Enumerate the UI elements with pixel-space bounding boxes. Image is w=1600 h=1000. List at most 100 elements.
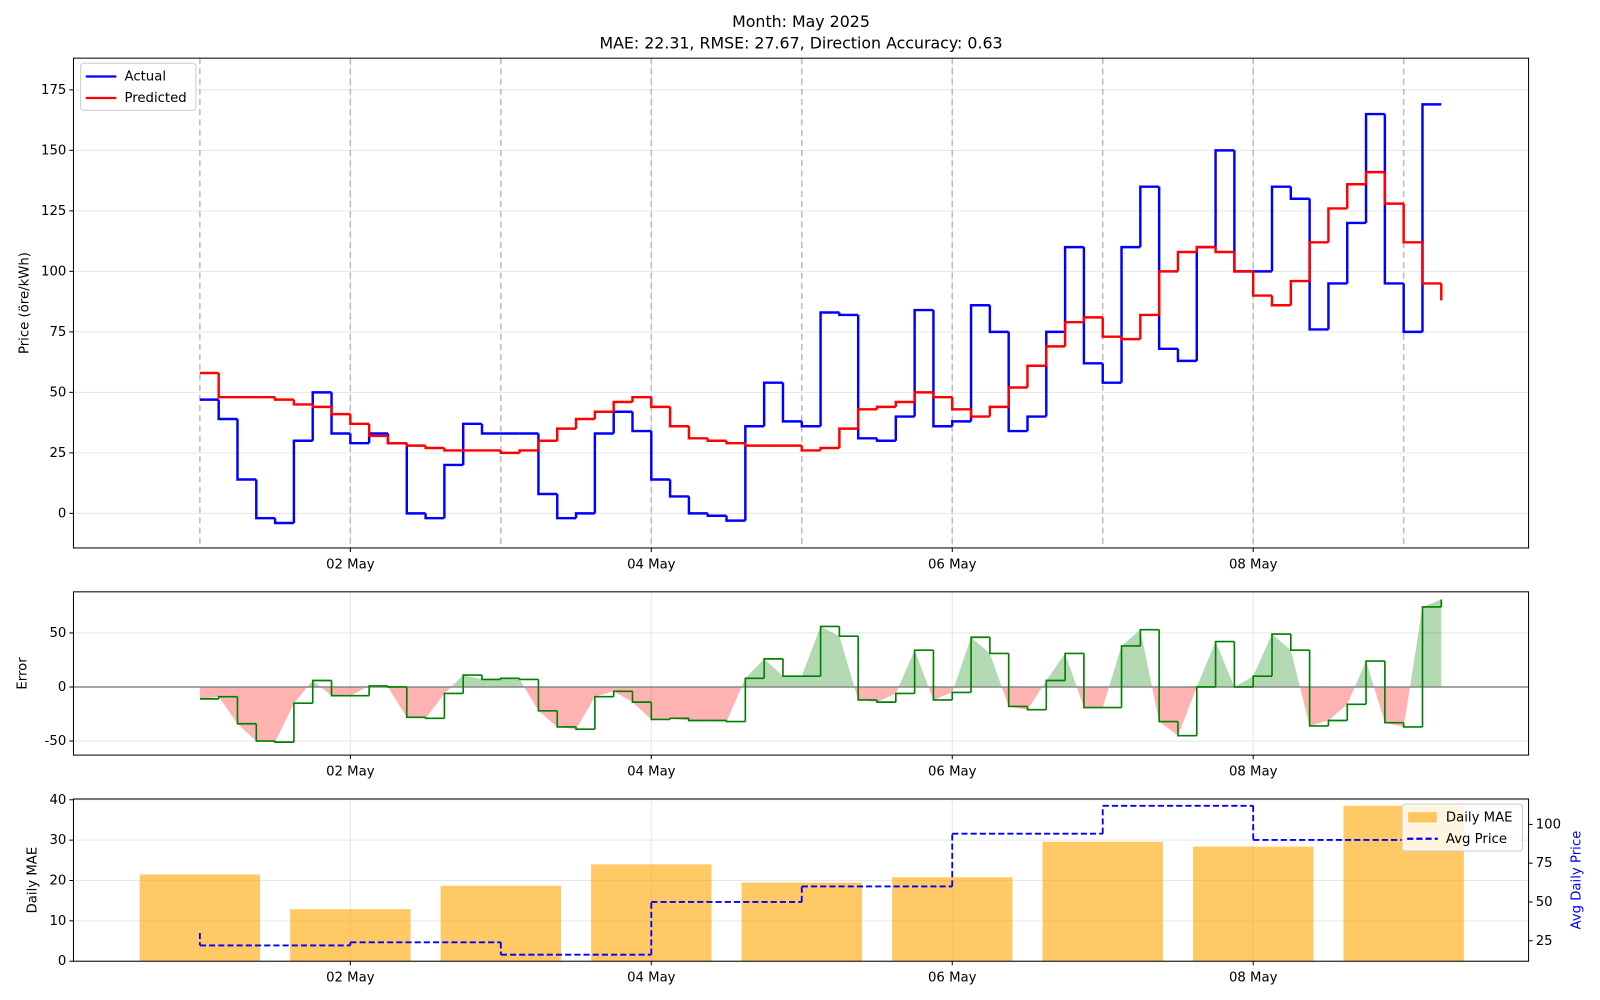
axes-frame (72, 57, 1530, 549)
series-step (311, 404, 332, 409)
series-step (273, 397, 294, 401)
series-step (1383, 114, 1404, 285)
panel: 0 10 20 30 40 02 May 04 May 06 May 08 May Daily M… (26, 793, 1585, 986)
series-step (556, 427, 577, 441)
series-step (574, 417, 595, 429)
series-step (988, 305, 1009, 334)
error-step (688, 718, 708, 722)
series-step (894, 415, 915, 441)
y2-tick-label: 75 (1536, 856, 1553, 871)
error-fill (425, 686, 445, 719)
series-step (1082, 316, 1103, 323)
series-step (556, 493, 577, 520)
series-step (1026, 415, 1047, 432)
series-step (1139, 185, 1160, 248)
y-tick-label: 50 (49, 385, 66, 400)
x-tick-label: 08 May (1229, 764, 1278, 779)
bar (1193, 846, 1314, 962)
y2-axis-label: Avg Daily Price (1570, 831, 1585, 930)
axes-frame (72, 798, 1530, 962)
error-fill (670, 686, 689, 721)
series-step (236, 418, 257, 481)
error-step (989, 637, 1009, 655)
error-fill (256, 686, 276, 743)
error-step (1327, 719, 1348, 726)
y-tick-label: 100 (41, 264, 66, 279)
x-tick-label: 02 May (326, 557, 375, 572)
error-fill (989, 653, 1002, 687)
error-fill (307, 680, 313, 687)
y-tick-label: 10 (49, 914, 66, 929)
series-step (932, 392, 953, 399)
error-fill (331, 686, 351, 696)
series-step (819, 446, 840, 451)
series-step (593, 410, 614, 419)
series-step (1402, 283, 1423, 334)
x-tick-label: 06 May (928, 971, 977, 986)
error-step (255, 723, 276, 742)
error-step (1421, 606, 1442, 727)
error-fill (1076, 686, 1084, 708)
error-fill (1065, 653, 1077, 687)
series-step (405, 443, 426, 515)
error-fill (1083, 686, 1103, 708)
error-step (1195, 686, 1216, 736)
series-step (612, 400, 633, 412)
series-step (1045, 330, 1066, 417)
series-step (1364, 112, 1385, 223)
y-tick-label: 75 (49, 325, 66, 340)
series-step (593, 432, 614, 514)
error-step (1402, 722, 1423, 728)
series-step (856, 314, 878, 440)
error-step (1045, 679, 1066, 710)
series-step (668, 406, 689, 428)
series-step (687, 496, 708, 515)
error-fill (745, 658, 765, 687)
error-step (1252, 675, 1273, 687)
error-step (744, 677, 765, 722)
error-step (650, 702, 671, 721)
error-step (1158, 629, 1178, 723)
y-tick-label: 150 (41, 143, 66, 158)
error-step (518, 678, 539, 681)
error-fill (952, 686, 955, 693)
series-step (1157, 186, 1178, 351)
error-fill (707, 686, 727, 722)
error-step (274, 741, 294, 743)
series-step (969, 409, 990, 418)
bar (892, 877, 1013, 962)
series-step (932, 310, 953, 428)
series-step (1045, 345, 1066, 366)
x-tick-label: 06 May (928, 764, 977, 779)
error-fill (1403, 686, 1410, 727)
x-tick-label: 04 May (627, 764, 676, 779)
error-step (1233, 641, 1254, 688)
error-fill (320, 686, 332, 696)
series-step (1214, 149, 1235, 248)
chart-title: Month: May 2025 (732, 12, 870, 31)
series-step (706, 438, 727, 442)
error-fill (500, 678, 520, 687)
legend-swatch (1408, 812, 1437, 823)
series-step (650, 397, 671, 409)
axes-frame (72, 591, 1530, 756)
series-step (725, 440, 746, 445)
series-step (612, 410, 633, 434)
y-axis-label: Daily MAE (26, 847, 41, 914)
x-tick-label: 02 May (326, 764, 375, 779)
error-fill (1354, 661, 1367, 687)
series-step (1176, 250, 1197, 272)
error-step (1308, 650, 1329, 727)
series-step (744, 425, 765, 521)
series-step (1120, 336, 1141, 341)
series-step (1308, 198, 1329, 331)
series-step (1251, 271, 1273, 297)
series-step (875, 405, 896, 410)
error-step (293, 702, 313, 743)
y-axis-label: Error (15, 657, 30, 690)
error-fill (1422, 599, 1442, 687)
error-step (1365, 660, 1385, 705)
series-step (1195, 245, 1216, 361)
